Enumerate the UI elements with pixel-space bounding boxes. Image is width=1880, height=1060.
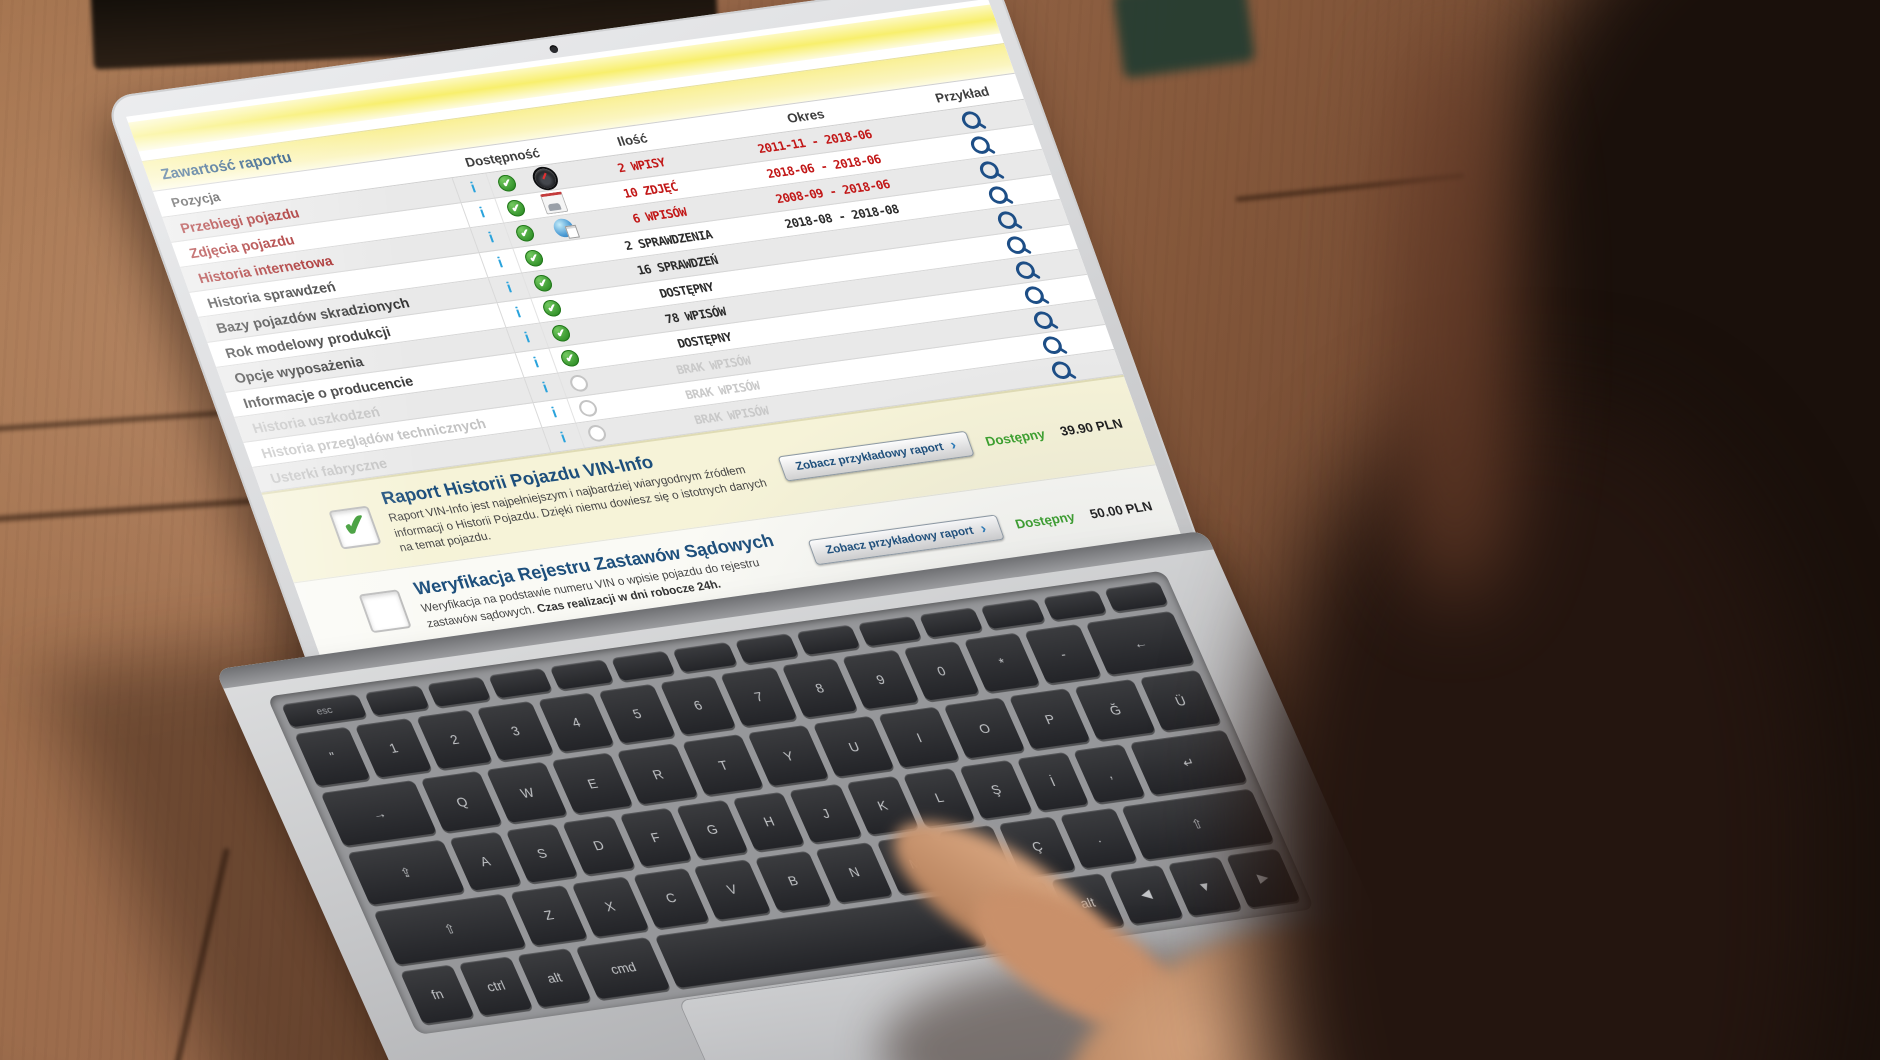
webcam-dot (548, 44, 560, 54)
see-sample-report-button[interactable]: Zobacz przykładowy raport (807, 514, 1005, 565)
key-esc[interactable]: esc (281, 693, 368, 728)
check-icon (549, 323, 573, 343)
key-blank[interactable] (672, 642, 738, 673)
info-icon[interactable] (469, 180, 478, 195)
empty-circle-icon (576, 398, 600, 418)
availability-label: Dostępny (1013, 509, 1077, 532)
offer-checkbox[interactable] (358, 588, 412, 633)
check-icon (522, 248, 546, 268)
info-icon[interactable] (559, 430, 568, 445)
check-icon (504, 198, 528, 218)
check-icon (540, 298, 564, 318)
key-cmd[interactable]: cmd (970, 881, 1067, 944)
key-blank[interactable] (734, 633, 799, 664)
magnifier-icon[interactable] (1049, 359, 1074, 380)
price-label: 39.90 PLN (1057, 415, 1125, 439)
info-icon[interactable] (550, 405, 559, 420)
key-blank[interactable] (1042, 590, 1107, 621)
key-blank[interactable] (487, 667, 553, 699)
key-blank[interactable] (918, 607, 984, 638)
key-→[interactable]: → (320, 780, 438, 847)
key-blank[interactable] (1103, 581, 1169, 612)
info-icon[interactable] (532, 355, 541, 370)
key-blank[interactable] (426, 676, 491, 708)
key-blank[interactable] (857, 616, 923, 647)
check-icon (558, 348, 582, 368)
key-blank[interactable] (980, 598, 1046, 630)
price-label: 50.00 PLN (1087, 498, 1155, 522)
car-photo-icon (539, 191, 569, 215)
check-icon (531, 273, 555, 293)
magnifier-icon[interactable] (968, 134, 993, 155)
key-⇪[interactable]: ⇪ (346, 839, 466, 906)
key-⇧[interactable]: ⇧ (373, 893, 527, 965)
info-icon[interactable] (478, 205, 487, 220)
empty-circle-icon (585, 423, 609, 443)
check-icon (495, 173, 519, 193)
magnifier-icon[interactable] (986, 184, 1011, 205)
gauge-icon (531, 167, 559, 189)
globe-icon (550, 217, 576, 239)
magnifier-icon[interactable] (959, 109, 984, 130)
key-blank[interactable] (364, 685, 430, 716)
availability-label: Dostępny (983, 426, 1048, 449)
key-cmd[interactable]: cmd (575, 936, 671, 1000)
magnifier-icon[interactable] (1031, 309, 1056, 330)
info-icon[interactable] (514, 305, 523, 320)
magnifier-icon[interactable] (1040, 334, 1065, 355)
see-sample-report-button[interactable]: Zobacz przykładowy raport (777, 431, 975, 482)
info-icon[interactable] (496, 255, 505, 270)
empty-circle-icon (567, 373, 591, 393)
info-icon[interactable] (523, 330, 532, 345)
key-blank[interactable] (610, 650, 676, 682)
key-blank[interactable] (549, 659, 615, 690)
magnifier-icon[interactable] (977, 159, 1002, 180)
key-⇧[interactable]: ⇧ (1120, 788, 1275, 860)
magnifier-icon[interactable] (995, 209, 1020, 230)
info-icon[interactable] (505, 280, 514, 295)
offer-checkbox[interactable] (328, 505, 382, 550)
info-icon[interactable] (487, 230, 496, 245)
key-↵[interactable]: ↵ (1129, 729, 1248, 796)
key-←[interactable]: ← (1085, 610, 1195, 676)
info-icon[interactable] (541, 380, 550, 395)
magnifier-icon[interactable] (1013, 259, 1038, 280)
key-blank[interactable] (795, 624, 861, 656)
check-icon (513, 223, 537, 243)
magnifier-icon[interactable] (1022, 284, 1047, 305)
magnifier-icon[interactable] (1004, 234, 1029, 255)
